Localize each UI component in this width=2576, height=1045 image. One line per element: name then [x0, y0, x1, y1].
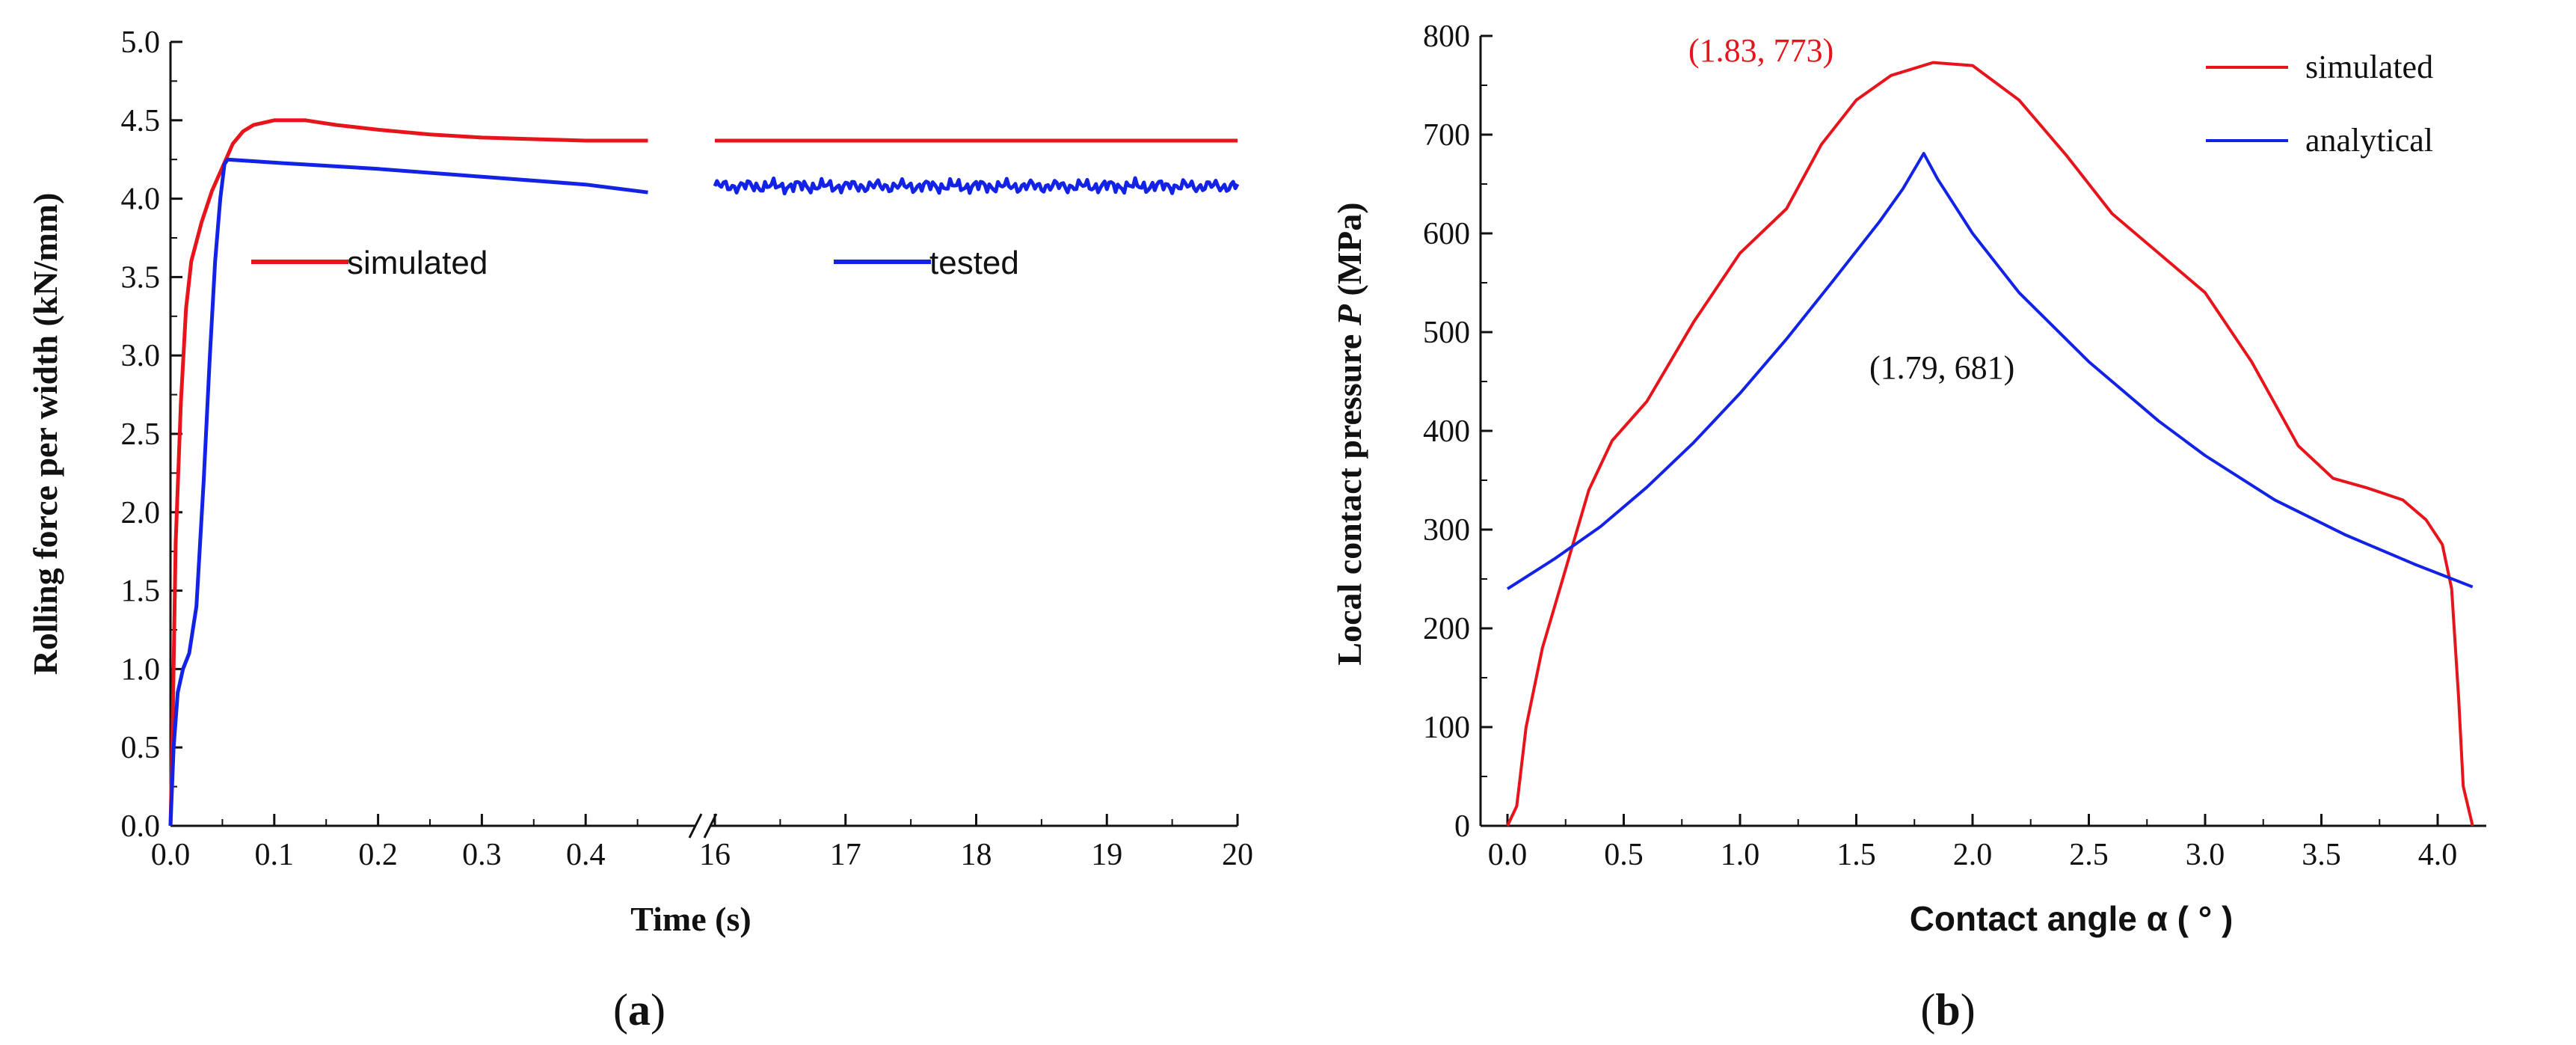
- axis-break-mark-2: [703, 813, 718, 839]
- chart-b-x-tick-label: 3.5: [2302, 838, 2341, 872]
- chart-a-x-tick-label: 0.3: [462, 838, 502, 872]
- legend-simulated-label-a: simulated: [347, 245, 488, 281]
- chart-a-y-tick-label: 0.5: [121, 731, 161, 765]
- chart-a-x-tick-label: 17: [830, 838, 861, 872]
- chart-a-y-tick-label: 3.0: [121, 339, 161, 373]
- chart-a-x-tick-label: 16: [699, 838, 731, 872]
- chart-a-x-tick-label: 0.2: [358, 838, 398, 872]
- chart-b-y-label-var: P: [1330, 304, 1368, 326]
- panel-label-b: (b): [1920, 985, 1975, 1035]
- annotation-peak-simulated: (1.83, 773): [1688, 32, 1833, 69]
- legend-analytical-label-b: analytical: [2305, 122, 2433, 159]
- chart-a-x-tick-label: 19: [1091, 838, 1122, 872]
- chart-b-x-tick-label: 2.0: [1953, 838, 1993, 872]
- chart-a-y-tick-label: 2.5: [121, 417, 161, 452]
- chart-a-x-tick-label: 18: [961, 838, 992, 872]
- chart-a-y-tick-label: 4.5: [121, 104, 161, 138]
- chart-a-x-label: Time (s): [630, 900, 751, 938]
- chart-b-x-tick-label: 0.5: [1604, 838, 1644, 872]
- chart-b-y-tick-label: 800: [1423, 19, 1470, 54]
- chart-b-x-tick-label: 1.0: [1721, 838, 1760, 872]
- chart-a-y-tick-label: 4.0: [121, 183, 161, 217]
- chart-a-x-tick-label: 20: [1222, 838, 1253, 872]
- series-simulated-b: [1506, 61, 2474, 827]
- chart-b-y-label: Local contact pressure P (MPa): [1330, 202, 1368, 665]
- panel-label-a: (a): [613, 985, 665, 1035]
- chart-a-y-tick-label: 0.0: [121, 809, 161, 844]
- panel-label-b-letter: b: [1935, 985, 1960, 1035]
- chart-b-y-tick-label: 100: [1423, 711, 1470, 745]
- panel-label-a-letter: a: [628, 985, 651, 1035]
- chart-b-y-tick-label: 600: [1423, 217, 1470, 251]
- chart-a: 0.0 0.5 1.0 1.5 2.0 2.5 3.0 3.5 4.0 4.5 5.0 0.0 0.1 0…: [26, 25, 1253, 1035]
- chart-b-x-tick-label: 0.0: [1488, 838, 1528, 872]
- chart-a-y-label: Rolling force per width (kN/mm): [26, 193, 64, 675]
- chart-b-y-tick-label: 700: [1423, 118, 1470, 153]
- chart-b-x-tick-label: 3.0: [2186, 838, 2225, 872]
- series-tested-a-seg2: [713, 176, 1240, 196]
- chart-b-y-tick-label: 200: [1423, 612, 1470, 646]
- series-simulated-a-seg1: [168, 118, 648, 827]
- chart-b-x-tick-label: 4.0: [2418, 838, 2458, 872]
- axis-break-mark-1: [688, 813, 703, 839]
- chart-a-x-tick-label: 0.1: [255, 838, 295, 872]
- chart-b-y-label-prefix: Local contact pressure: [1330, 325, 1368, 665]
- chart-a-y-tick-label: 1.5: [121, 574, 161, 609]
- chart-a-y-tick-label: 5.0: [121, 25, 161, 60]
- chart-a-x-tick-label: 0.4: [566, 838, 606, 872]
- chart-a-y-tick-label: 2.0: [121, 496, 161, 530]
- chart-b-y-tick-label: 0: [1454, 809, 1470, 844]
- legend-simulated-label-b: simulated: [2305, 49, 2433, 85]
- chart-b-x-label: Contact angle α ( ° ): [1910, 899, 2234, 938]
- chart-b-y-tick-label: 400: [1423, 414, 1470, 449]
- chart-a-x-tick-label: 0.0: [151, 838, 191, 872]
- chart-a-y-tick-label: 1.0: [121, 652, 161, 687]
- series-tested-a-seg1: [168, 157, 648, 827]
- chart-b: 0 100 200 300 400 500 600 700 800 0.0 0.5 1.0 1.5 2.0…: [1330, 19, 2486, 1035]
- annotation-peak-analytical: (1.79, 681): [1869, 349, 2014, 386]
- chart-b-x-tick-label: 1.5: [1836, 838, 1876, 872]
- chart-a-y-tick-label: 3.5: [121, 260, 161, 295]
- series-analytical-b: [1506, 152, 2474, 590]
- legend-tested-label-a: tested: [929, 245, 1019, 281]
- chart-b-y-tick-label: 500: [1423, 316, 1470, 350]
- chart-b-y-label-suffix: (MPa): [1330, 202, 1368, 304]
- chart-b-x-tick-label: 2.5: [2069, 838, 2109, 872]
- chart-b-y-tick-label: 300: [1423, 513, 1470, 548]
